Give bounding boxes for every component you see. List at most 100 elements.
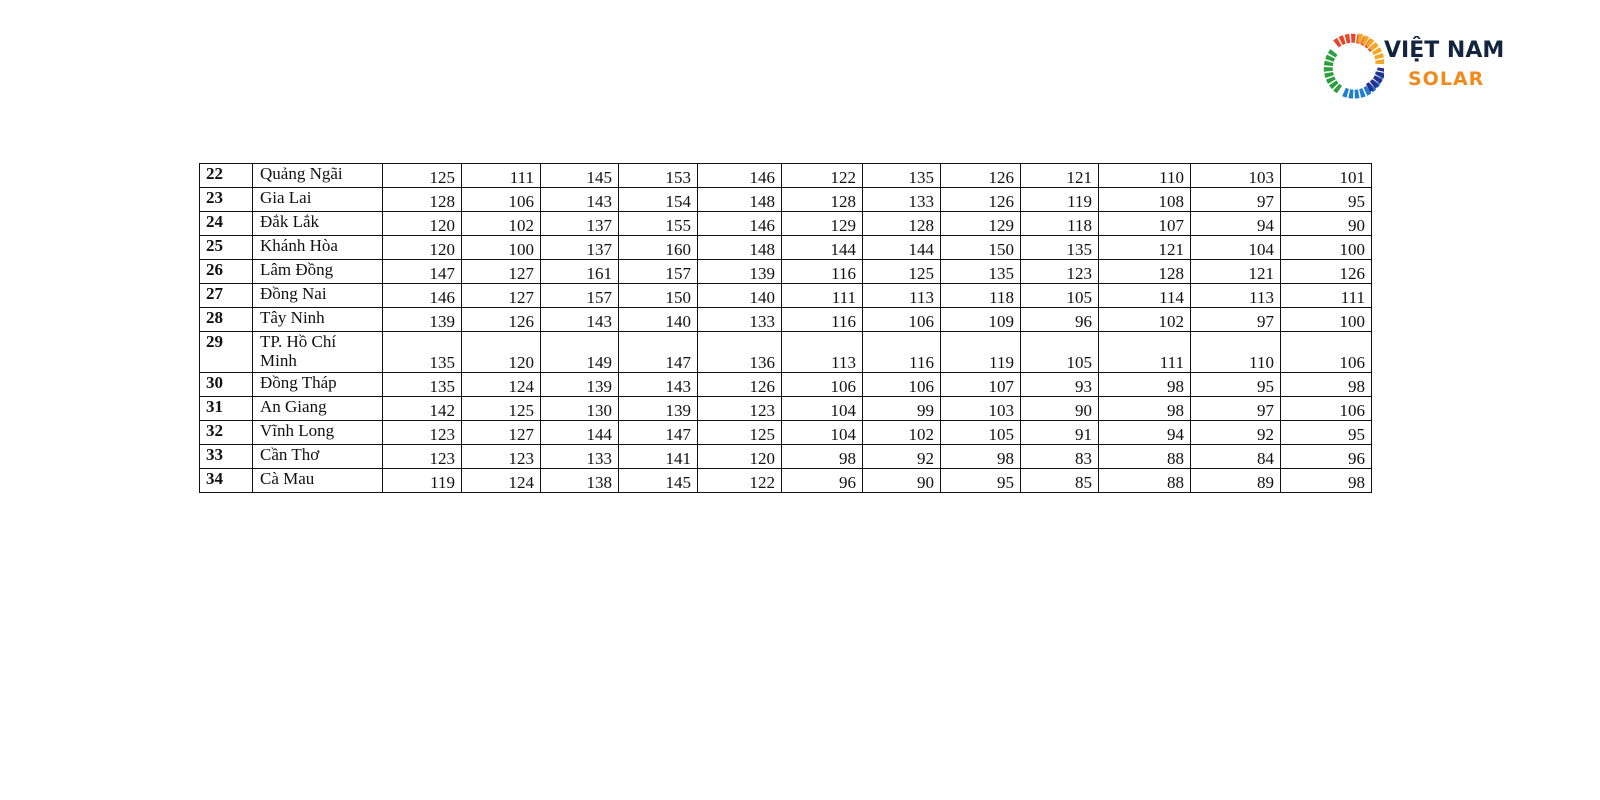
row-number: 34 [199,468,253,493]
value-cell: 100 [1280,235,1372,260]
value-cell: 140 [618,307,698,332]
value-cell: 88 [1098,444,1191,469]
value-cell: 88 [1098,468,1191,493]
province-name: Đồng Tháp [252,372,383,397]
table-row: 34 Cà Mau 119 124 138 145 122 96 90 95 85 88 89 98 [199,468,1372,493]
row-number: 33 [199,444,253,469]
value-cell: 149 [540,331,619,373]
value-cell: 126 [1280,259,1372,284]
value-cell: 120 [697,444,782,469]
table-row: 27 Đồng Nai 146 127 157 150 140 111 113 118 105 114… [199,283,1372,308]
value-cell: 137 [540,211,619,236]
value-cell: 118 [940,283,1021,308]
value-cell: 147 [618,420,698,445]
value-cell: 122 [781,163,863,188]
value-cell: 102 [461,211,541,236]
value-cell: 83 [1020,444,1099,469]
value-cell: 111 [1098,331,1191,373]
value-cell: 143 [540,187,619,212]
value-cell: 103 [1190,163,1281,188]
value-cell: 113 [862,283,941,308]
value-cell: 94 [1098,420,1191,445]
value-cell: 100 [1280,307,1372,332]
province-name: Cà Mau [252,468,383,493]
value-cell: 121 [1098,235,1191,260]
value-cell: 123 [461,444,541,469]
value-cell: 148 [697,235,782,260]
value-cell: 124 [461,372,541,397]
value-cell: 120 [382,211,462,236]
value-cell: 98 [781,444,863,469]
value-cell: 106 [781,372,863,397]
value-cell: 92 [862,444,941,469]
table-row: 28 Tây Ninh 139 126 143 140 133 116 106 109 96 102 9… [199,307,1372,332]
value-cell: 96 [781,468,863,493]
value-cell: 84 [1190,444,1281,469]
value-cell: 92 [1190,420,1281,445]
value-cell: 119 [940,331,1021,373]
table-row: 24 Đắk Lắk 120 102 137 155 146 129 128 129 118 107 9… [199,211,1372,236]
value-cell: 98 [1098,372,1191,397]
value-cell: 126 [697,372,782,397]
value-cell: 157 [540,283,619,308]
row-number: 23 [199,187,253,212]
value-cell: 114 [1098,283,1191,308]
value-cell: 119 [1020,187,1099,212]
value-cell: 126 [940,187,1021,212]
value-cell: 129 [781,211,863,236]
logo-text-vietnam: VIỆT NAM [1384,38,1505,63]
value-cell: 121 [1020,163,1099,188]
value-cell: 113 [781,331,863,373]
table-row: 30 Đồng Tháp 135 124 139 143 126 106 106 107 93 98 9… [199,372,1372,397]
province-name: Tây Ninh [252,307,383,332]
table-row: 29 TP. Hồ Chí Minh 135 120 149 147 136 113 116 11… [199,331,1372,373]
value-cell: 139 [697,259,782,284]
value-cell: 109 [940,307,1021,332]
value-cell: 135 [382,331,462,373]
province-name: TP. Hồ Chí Minh [252,331,383,373]
value-cell: 153 [618,163,698,188]
value-cell: 135 [1020,235,1099,260]
value-cell: 111 [781,283,863,308]
value-cell: 116 [781,307,863,332]
value-cell: 100 [461,235,541,260]
row-number: 24 [199,211,253,236]
value-cell: 103 [940,396,1021,421]
value-cell: 101 [1280,163,1372,188]
value-cell: 99 [862,396,941,421]
value-cell: 155 [618,211,698,236]
value-cell: 128 [382,187,462,212]
value-cell: 125 [461,396,541,421]
value-cell: 133 [862,187,941,212]
value-cell: 144 [862,235,941,260]
value-cell: 98 [1280,372,1372,397]
solar-radiation-table: 22 Quảng Ngãi 125 111 145 153 146 122 135 126 121 1… [199,163,1372,493]
value-cell: 144 [781,235,863,260]
value-cell: 116 [862,331,941,373]
value-cell: 106 [862,307,941,332]
value-cell: 98 [940,444,1021,469]
table-row: 22 Quảng Ngãi 125 111 145 153 146 122 135 126 121 1… [199,163,1372,188]
table-row: 25 Khánh Hòa 120 100 137 160 148 144 144 150 135 12… [199,235,1372,260]
value-cell: 128 [862,211,941,236]
value-cell: 113 [1190,283,1281,308]
value-cell: 150 [618,283,698,308]
value-cell: 102 [862,420,941,445]
value-cell: 97 [1190,396,1281,421]
value-cell: 98 [1280,468,1372,493]
row-number: 28 [199,307,253,332]
value-cell: 147 [382,259,462,284]
value-cell: 126 [940,163,1021,188]
value-cell: 124 [461,468,541,493]
value-cell: 150 [940,235,1021,260]
value-cell: 145 [540,163,619,188]
value-cell: 120 [461,331,541,373]
row-number: 27 [199,283,253,308]
value-cell: 147 [618,331,698,373]
value-cell: 89 [1190,468,1281,493]
province-name: Vĩnh Long [252,420,383,445]
value-cell: 148 [697,187,782,212]
value-cell: 123 [1020,259,1099,284]
value-cell: 160 [618,235,698,260]
value-cell: 146 [697,211,782,236]
